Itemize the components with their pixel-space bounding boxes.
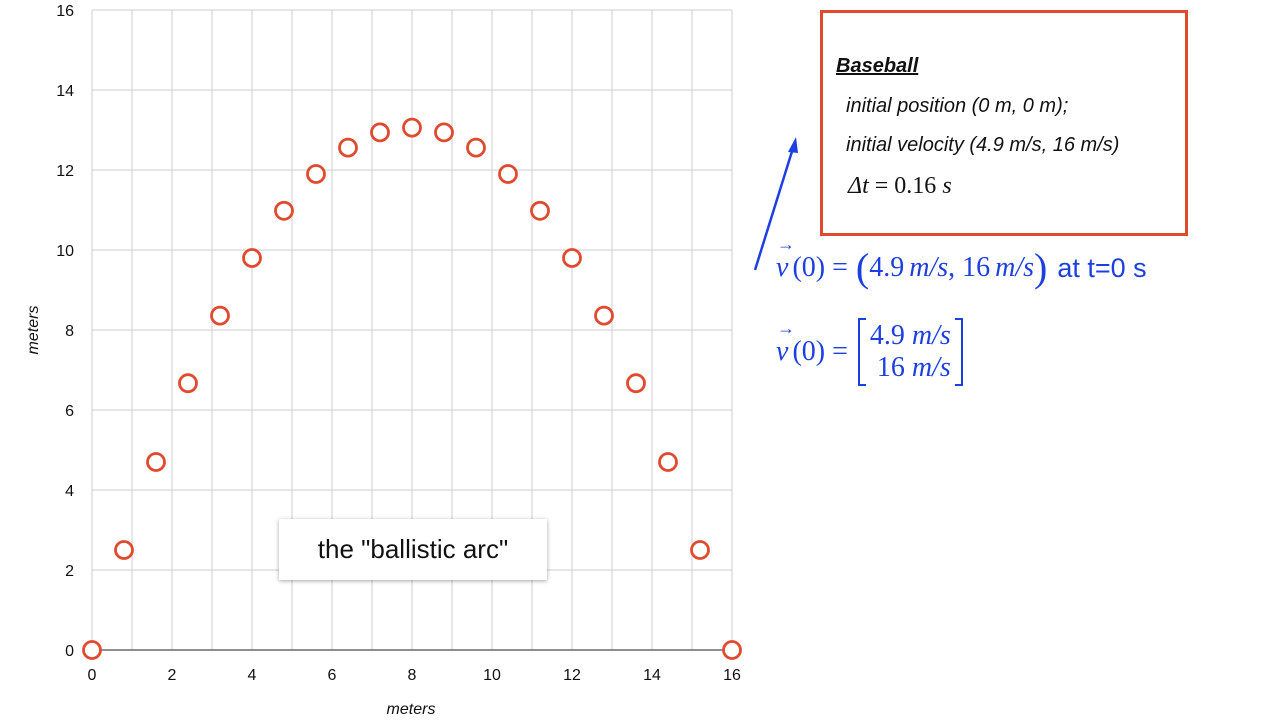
data-point — [498, 164, 518, 184]
data-point — [210, 305, 230, 326]
y-tick-label: 2 — [65, 563, 74, 580]
data-point — [370, 122, 390, 143]
x-tick-label: 12 — [563, 667, 581, 684]
data-point — [178, 373, 198, 394]
y-axis-label: meters — [25, 306, 42, 355]
data-point — [562, 248, 582, 268]
y-tick-label: 8 — [65, 323, 74, 340]
baseball-info-box: Baseball initial position (0 m, 0 m); in… — [820, 10, 1188, 236]
x-tick-label: 0 — [88, 667, 97, 684]
data-point — [306, 164, 326, 184]
data-points — [82, 117, 742, 660]
y-tick-label: 10 — [56, 243, 74, 260]
data-point — [594, 305, 614, 326]
dt-value: = 0.16 — [874, 173, 937, 199]
data-point — [722, 640, 742, 660]
callout-text: the "ballistic arc" — [317, 534, 509, 564]
y-tick-label: 4 — [65, 483, 74, 500]
data-point — [338, 137, 358, 158]
x-tick-label: 8 — [408, 667, 417, 684]
vx-unit: m/s — [909, 252, 949, 283]
velocity-arg: (0) = — [792, 252, 848, 283]
at-time-text: at t=0 s — [1057, 252, 1147, 283]
data-point — [626, 373, 646, 394]
data-point — [530, 200, 550, 221]
velocity-vector-symbol: v — [776, 234, 796, 284]
y-tick-label: 14 — [56, 83, 74, 100]
y-tick-label: 16 — [56, 3, 74, 20]
info-title: Baseball — [836, 55, 919, 77]
data-point — [146, 452, 166, 472]
data-point — [402, 117, 422, 138]
chart-grid — [91, 9, 733, 651]
x-tick-label: 14 — [643, 667, 661, 684]
x-tick-label: 2 — [168, 667, 177, 684]
x-tick-label: 10 — [483, 667, 501, 684]
data-point — [274, 200, 294, 221]
x-tick-labels: 0 2 4 6 8 10 12 14 16 — [88, 667, 741, 684]
data-point — [434, 122, 454, 143]
vx-value: 4.9 — [869, 252, 905, 283]
ballistic-arc-chart: 0 2 4 6 8 10 12 14 16 0 2 4 6 8 10 12 14 16 meters meter… — [25, 3, 742, 718]
x-tick-label: 4 — [248, 667, 257, 684]
dt-unit: s — [942, 173, 952, 199]
initial-velocity-text: initial velocity (4.9 m/s, 16 m/s) — [846, 134, 1120, 156]
velocity-column-vector: 4.9 m/s 16 m/s — [857, 318, 963, 386]
velocity-tuple-equation: v (0) = ( 4.9 m/s , 16 m/s ) at t=0 s — [776, 234, 1147, 288]
velocity-column-equation: v (0) = 4.9 m/s 16 m/s — [776, 318, 963, 386]
y-tick-label: 12 — [56, 163, 74, 180]
matrix-vx: 4.9 — [869, 320, 905, 351]
arrow-head-icon — [788, 137, 798, 153]
matrix-vx-unit: m/s — [911, 320, 951, 351]
data-point — [82, 640, 102, 660]
velocity-vector-symbol-2: v — [776, 318, 796, 368]
x-axis-label: meters — [387, 701, 436, 718]
ballistic-arc-callout: the "ballistic arc" — [279, 519, 547, 580]
data-point — [114, 540, 134, 560]
matrix-vy-unit: m/s — [911, 352, 951, 383]
y-tick-label: 6 — [65, 403, 74, 420]
data-point — [690, 540, 710, 560]
time-step-equation: Δt = 0.16 s — [848, 173, 952, 200]
data-point — [242, 248, 262, 268]
initial-position-text: initial position (0 m, 0 m); — [846, 95, 1069, 117]
y-tick-label: 0 — [65, 643, 74, 660]
data-point — [466, 137, 486, 158]
matrix-vy: 16 — [876, 352, 905, 383]
velocity-arg-2: (0) = — [792, 336, 848, 367]
vy-unit: m/s — [995, 252, 1035, 283]
x-tick-label: 16 — [723, 667, 741, 684]
x-tick-label: 6 — [328, 667, 337, 684]
dt-symbol: Δt — [848, 173, 869, 199]
vy-value: 16 — [962, 252, 991, 283]
y-tick-labels: 0 2 4 6 8 10 12 14 16 — [56, 3, 74, 660]
data-point — [658, 452, 678, 472]
